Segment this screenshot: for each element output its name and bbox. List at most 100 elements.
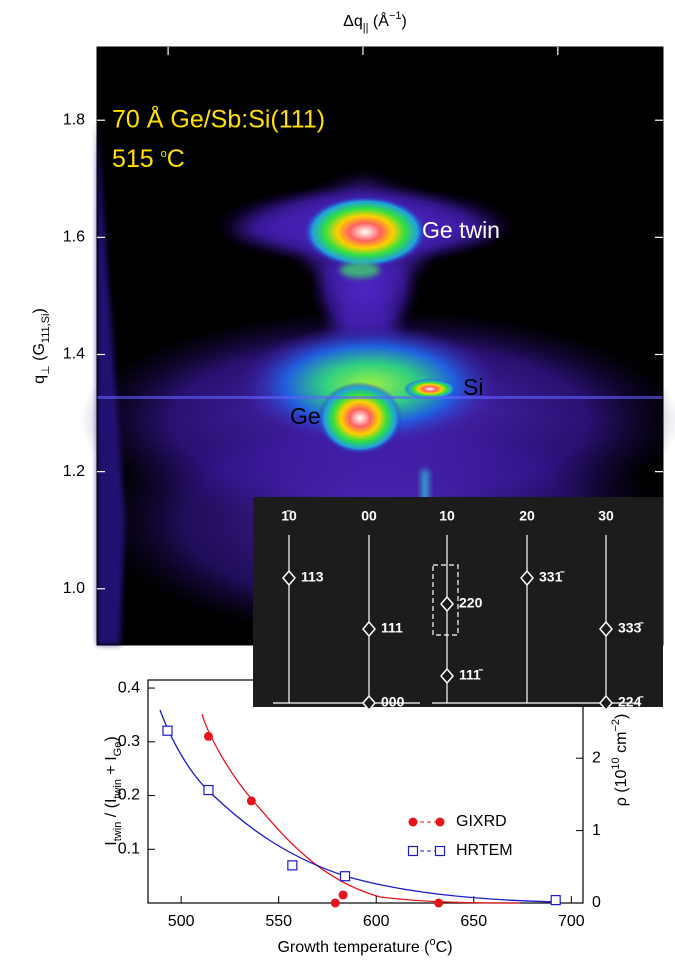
- reflection-marker: [599, 620, 613, 638]
- y-tick-label: 0.4: [118, 679, 140, 696]
- y2-axis-label-part: ρ (10: [613, 770, 630, 807]
- x-axis-label-part: −1: [389, 10, 402, 22]
- column-label: 10: [439, 508, 455, 524]
- x-tick-label: 650: [460, 913, 487, 930]
- data-point: [338, 890, 348, 900]
- y-axis-label-part: ): [103, 736, 120, 741]
- inset-box: [253, 497, 663, 707]
- x-axis-label-part: Growth temperature (: [277, 939, 430, 956]
- x-axis-label: Growth temperature (oC): [277, 936, 452, 956]
- data-point: [434, 898, 444, 908]
- y2-axis-label-part: ): [613, 714, 630, 719]
- reflection-marker: [282, 569, 296, 587]
- x-axis-label-part: ||: [363, 22, 369, 34]
- x-axis-label-part: (Å: [368, 11, 389, 30]
- reflection-label: 113: [301, 569, 324, 585]
- fit-curve: [201, 713, 521, 904]
- y-axis-label-part: q: [31, 375, 48, 384]
- x-axis-label-part: Δq: [343, 13, 363, 30]
- annotation: 515 oC: [112, 145, 185, 173]
- y2-tick-label: 0: [592, 894, 601, 911]
- plot-layer: 500 550 600 650 700 0.1 0.2 0.3 0.4 0 1 2 Growth tem…: [103, 679, 630, 956]
- x-tick-label: –0.2: [153, 53, 184, 70]
- reflection-label: 331̄: [539, 569, 565, 585]
- reflection-label: 333̄: [618, 620, 644, 636]
- legend-label: GIXRD: [456, 813, 507, 830]
- legend-marker: [407, 845, 419, 857]
- y-tick-label: 1.4: [63, 346, 85, 363]
- data-point: [287, 860, 298, 871]
- data-point: [550, 895, 561, 906]
- legend-marker: [435, 817, 445, 827]
- peak-label: Ge twin: [422, 217, 500, 243]
- x-axis-label-part: ): [401, 13, 406, 30]
- data-point: [339, 871, 351, 882]
- reflection-label: 224̄: [618, 694, 644, 710]
- reflection-marker: [520, 569, 534, 587]
- y-axis-label-part: / (I: [103, 799, 120, 822]
- peak-label: Ge: [290, 403, 321, 429]
- y-axis-label: q⊥ (G111,Si): [31, 308, 52, 384]
- y-tick-label: 0.1: [118, 840, 140, 857]
- x-axis-label: Δq|| (Å−1): [343, 10, 407, 34]
- reflection-label: 111: [381, 620, 403, 636]
- x-tick-label: 0.2: [547, 53, 569, 70]
- data-point: [330, 898, 340, 908]
- y-axis-label-part: I: [103, 841, 120, 845]
- inset-layer: 1̄0 00 10 20 30 113 111 000 220 111̄ 331̄ 333̄ 224̄: [273, 508, 644, 712]
- map-layer: –0.2 0 0.21.01.21.41.61.8Δq|| (Å−1)q⊥ (G11…: [31, 10, 663, 597]
- reflection-marker: [440, 595, 454, 613]
- data-point: [203, 731, 213, 741]
- x-axis-label-part: o: [430, 936, 436, 948]
- reflection-label: 220: [459, 595, 483, 611]
- peak-label: Si: [463, 374, 483, 400]
- column-label: 20: [519, 508, 535, 524]
- y-axis-label-part: ): [31, 308, 48, 313]
- x-tick-label: 0: [358, 53, 367, 70]
- y-tick-label: 0.2: [118, 787, 140, 804]
- y-axis-label-part: (G: [31, 343, 48, 365]
- annotation-part: o: [161, 148, 167, 160]
- data-point: [162, 725, 173, 736]
- reflection-marker: [440, 667, 454, 685]
- x-tick-label: 700: [558, 913, 585, 930]
- rsm-image: [80, 47, 675, 645]
- reflection-label: 000: [381, 694, 405, 710]
- reflection-label: 111̄: [459, 667, 484, 683]
- legend-marker: [408, 817, 418, 827]
- y-tick-label: 1.2: [63, 463, 85, 480]
- annotation-part: C: [167, 145, 185, 173]
- reflection-marker: [599, 694, 613, 712]
- x-tick-label: 500: [168, 913, 195, 930]
- data-point: [203, 784, 214, 796]
- inset-highlight: [432, 564, 459, 636]
- y-axis-label-part: ⊥: [40, 365, 52, 375]
- y2-axis-label-part: cm: [613, 732, 630, 758]
- annotation: 70 Å Ge/Sb:Si(111): [112, 104, 325, 134]
- y-tick-label: 1.6: [63, 229, 85, 246]
- y-axis-label-part: 111,Si: [40, 314, 52, 344]
- reflection-marker: [362, 694, 376, 712]
- y2-tick-label: 1: [592, 822, 601, 839]
- y-axis-label: Itwin / (Itwin + IGe): [103, 736, 124, 845]
- y2-tick-label: 2: [592, 749, 601, 766]
- plot-frame: [147, 679, 584, 904]
- column-label: 1̄0: [281, 508, 297, 524]
- data-point: [246, 796, 256, 806]
- y-tick-label: 0.3: [118, 733, 140, 750]
- y-axis-label-part: Ge: [112, 742, 124, 757]
- legend-marker: [434, 845, 446, 857]
- y2-axis-label-part: −2: [610, 719, 622, 732]
- x-tick-label: 550: [265, 913, 292, 930]
- y-axis-label-part: twin: [112, 779, 124, 799]
- y-tick-label: 1.8: [63, 111, 85, 128]
- y2-axis-label: ρ (1010 cm−2): [610, 714, 630, 807]
- annotation-part: 515: [112, 145, 161, 173]
- reflection-marker: [362, 620, 376, 638]
- column-label: 30: [598, 508, 614, 524]
- column-label: 00: [361, 508, 377, 524]
- x-tick-label: 600: [363, 913, 390, 930]
- y-tick-label: 1.0: [63, 580, 85, 597]
- y2-axis-label-part: 10: [610, 757, 622, 769]
